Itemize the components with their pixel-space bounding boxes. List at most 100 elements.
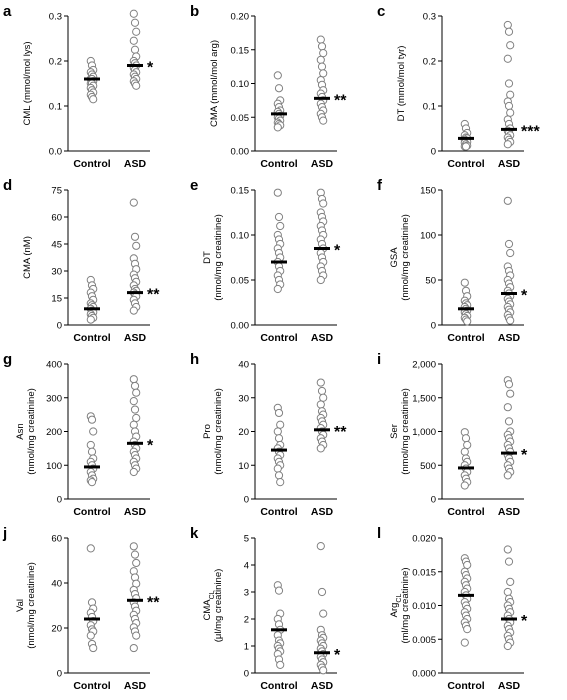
x-category-label: Control xyxy=(73,158,110,170)
x-category-label: Control xyxy=(260,680,297,692)
y-tick-label: 4 xyxy=(244,561,249,572)
y-tick-label: 60 xyxy=(51,534,62,545)
data-point xyxy=(87,447,97,456)
x-category-label: ASD xyxy=(124,506,147,518)
data-point xyxy=(503,545,512,554)
y-tick-label: 0 xyxy=(57,495,62,506)
y-tick-label: 0.20 xyxy=(231,12,250,23)
y-tick-label: 0 xyxy=(431,147,436,158)
significance-marker: ** xyxy=(334,92,347,109)
data-point xyxy=(276,221,285,231)
data-point xyxy=(129,9,138,18)
data-point xyxy=(132,388,141,397)
y-tick-label: 100 xyxy=(420,231,436,242)
data-point xyxy=(132,413,141,423)
data-point xyxy=(460,481,469,490)
y-tick-label: 1,500 xyxy=(412,393,436,404)
data-point xyxy=(273,123,282,132)
data-point xyxy=(461,434,471,443)
data-point xyxy=(316,378,325,387)
data-point xyxy=(86,315,95,324)
data-point xyxy=(132,241,141,250)
data-point xyxy=(503,471,512,480)
y-tick-label: 0.2 xyxy=(49,57,62,68)
data-point xyxy=(504,101,514,111)
data-point xyxy=(463,625,472,634)
significance-marker: *** xyxy=(521,123,540,140)
data-point xyxy=(506,108,515,117)
data-point xyxy=(132,81,141,90)
data-point xyxy=(129,420,138,429)
x-category-label: ASD xyxy=(498,158,521,170)
data-point xyxy=(89,95,98,104)
y-tick-label: 20 xyxy=(238,427,249,438)
y-axis-title: (nmol/mg creatinine) xyxy=(213,214,224,301)
y-tick-label: 5 xyxy=(244,534,249,545)
data-point xyxy=(506,90,515,99)
data-point xyxy=(506,316,515,325)
y-tick-label: 45 xyxy=(51,240,62,251)
data-point xyxy=(503,20,512,30)
x-category-label: ASD xyxy=(124,332,147,344)
y-tick-label: 0.00 xyxy=(231,321,250,332)
data-point xyxy=(460,638,469,647)
data-point xyxy=(87,415,97,424)
data-point xyxy=(317,386,327,396)
significance-marker: * xyxy=(147,437,154,454)
y-axis-title: (nmol/mg creatinine) xyxy=(400,214,411,301)
data-point xyxy=(506,389,515,398)
data-point xyxy=(317,62,327,71)
data-point xyxy=(316,542,325,551)
y-tick-label: 0.10 xyxy=(231,231,250,242)
data-point xyxy=(503,54,512,63)
panel-letter: h xyxy=(190,351,199,368)
y-axis-title: (ml/mg creatinine) xyxy=(400,567,411,643)
data-point xyxy=(130,18,140,27)
y-axis-title: CMA (mmol/mol arg) xyxy=(209,40,220,127)
data-point xyxy=(316,444,325,453)
data-point xyxy=(461,142,471,151)
data-point xyxy=(274,586,284,595)
significance-marker: * xyxy=(521,288,528,305)
significance-marker: * xyxy=(334,243,341,260)
x-category-label: Control xyxy=(73,680,110,692)
y-tick-label: 0.020 xyxy=(412,534,436,545)
y-tick-label: 400 xyxy=(46,360,62,371)
panel-letter: e xyxy=(190,177,198,194)
significance-marker: ** xyxy=(147,594,160,611)
data-point xyxy=(319,49,328,58)
y-tick-label: 30 xyxy=(238,393,249,404)
x-category-label: ASD xyxy=(311,680,334,692)
data-point xyxy=(504,239,514,249)
y-tick-label: 50 xyxy=(425,276,436,287)
data-point xyxy=(274,212,284,222)
data-point xyxy=(319,393,328,402)
y-axis-title: (nmol/mg creatinine) xyxy=(26,388,37,475)
data-point xyxy=(317,587,327,597)
x-category-label: Control xyxy=(73,506,110,518)
data-point xyxy=(463,317,472,326)
y-axis-title: Val xyxy=(15,599,26,612)
x-category-label: Control xyxy=(260,158,297,170)
significance-marker: ** xyxy=(147,287,160,304)
significance-marker: * xyxy=(521,447,528,464)
y-tick-label: 0 xyxy=(57,669,62,680)
y-tick-label: 20 xyxy=(51,624,62,635)
data-point xyxy=(317,42,327,51)
y-tick-label: 0.15 xyxy=(231,186,250,197)
data-point xyxy=(129,643,138,653)
y-axis-title: (nmol/mg creatinine) xyxy=(26,562,37,649)
y-tick-label: 30 xyxy=(51,267,62,278)
panel-letter: a xyxy=(3,3,12,20)
y-tick-label: 40 xyxy=(238,360,249,371)
panel-b: b 0.00 0.05 0.10 0.15 0.20 CMA (mmol/mol arg) C… xyxy=(190,3,347,170)
x-category-label: ASD xyxy=(124,680,147,692)
x-category-label: ASD xyxy=(498,506,521,518)
data-point xyxy=(273,188,282,197)
y-axis-title: (nmol/mg creatinine) xyxy=(400,388,411,475)
data-point xyxy=(503,403,512,412)
panel-letter: g xyxy=(3,351,12,368)
data-point xyxy=(132,558,141,568)
